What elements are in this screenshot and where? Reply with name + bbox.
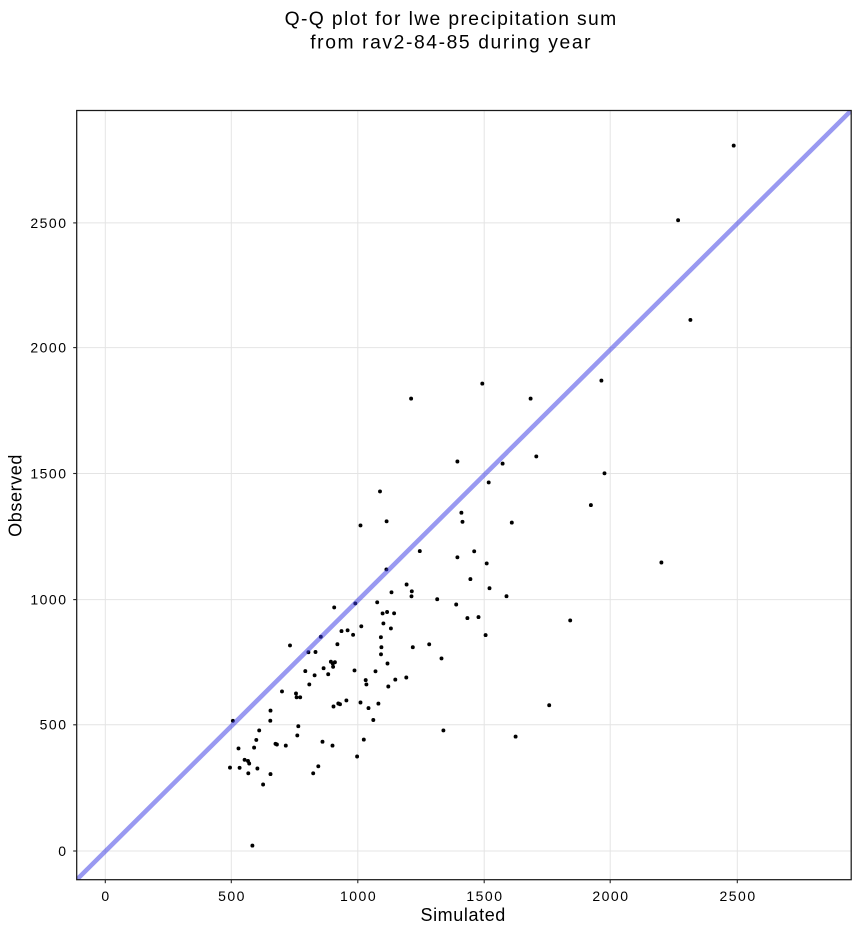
svg-text:2000: 2000 [592, 888, 629, 904]
svg-text:2500: 2500 [719, 888, 756, 904]
svg-text:2500: 2500 [30, 215, 67, 231]
svg-text:1000: 1000 [340, 888, 377, 904]
svg-text:0: 0 [101, 888, 110, 904]
svg-text:1500: 1500 [466, 888, 503, 904]
svg-text:Q-Q plot for lwe precipitation: Q-Q plot for lwe precipitation sum [285, 9, 618, 30]
svg-text:0: 0 [58, 843, 67, 859]
svg-text:Simulated: Simulated [420, 905, 505, 925]
svg-text:500: 500 [40, 717, 68, 733]
svg-text:Observed: Observed [5, 454, 25, 537]
svg-text:1000: 1000 [30, 592, 67, 608]
svg-text:2000: 2000 [30, 340, 67, 356]
svg-text:from rav2-84-85 during year: from rav2-84-85 during year [310, 32, 592, 53]
svg-text:500: 500 [218, 888, 246, 904]
svg-text:1500: 1500 [30, 465, 67, 481]
